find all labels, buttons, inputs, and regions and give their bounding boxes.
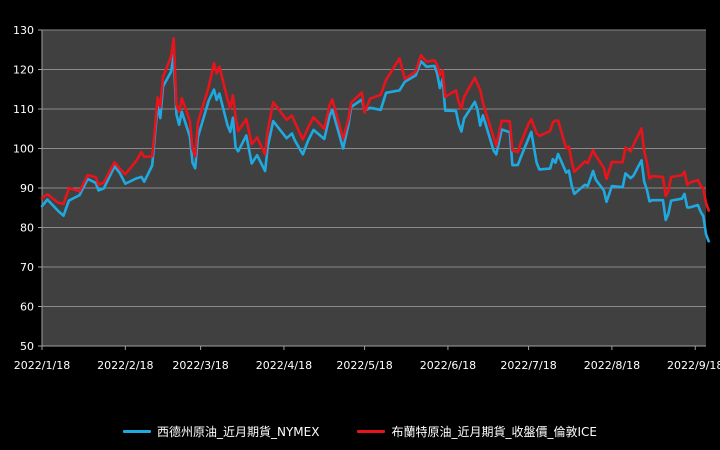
x-tick-label: 2022/8/18: [584, 359, 640, 372]
y-tick-label: 100: [13, 143, 34, 156]
legend-swatch-wti: [123, 429, 151, 433]
legend-swatch-brent: [357, 429, 386, 433]
x-tick-label: 2022/6/18: [420, 359, 476, 372]
series-line-brent: [40, 37, 710, 212]
y-tick-label: 110: [13, 103, 34, 116]
y-tick-label: 60: [20, 301, 34, 314]
y-tick-label: 70: [20, 261, 34, 274]
x-axis: 2022/1/18 2022/2/18 2022/3/18 2022/4/18 2022…: [14, 345, 720, 372]
x-tick-label: 2022/3/18: [172, 359, 228, 372]
x-tick-label: 2022/2/18: [97, 359, 153, 372]
legend-label-wti: 西德州原油_近月期貨_NYMEX: [157, 424, 320, 439]
legend-item-wti: 西德州原油_近月期貨_NYMEX: [123, 423, 319, 440]
series-line-wti: [40, 53, 710, 243]
y-tick-label: 50: [20, 340, 34, 353]
y-tick-label: 120: [13, 64, 34, 77]
y-tick-label: 80: [20, 222, 34, 235]
x-tick-label: 2022/1/18: [14, 359, 70, 372]
y-axis: 50 60 70 80 90 100 110 120 130: [13, 24, 43, 353]
legend-item-brent: 布蘭特原油_近月期貨_收盤價_倫敦ICE: [357, 423, 597, 440]
chart-legend: 西德州原油_近月期貨_NYMEX 布蘭特原油_近月期貨_收盤價_倫敦ICE: [0, 420, 720, 442]
x-tick-label: 2022/7/18: [500, 359, 556, 372]
x-tick-label: 2022/5/18: [336, 359, 392, 372]
y-tick-label: 90: [20, 182, 34, 195]
legend-label-brent: 布蘭特原油_近月期貨_收盤價_倫敦ICE: [391, 424, 597, 439]
x-tick-label: 2022/9/18: [667, 359, 720, 372]
y-tick-label: 130: [13, 24, 34, 37]
series-lines: [40, 37, 710, 243]
x-tick-label: 2022/4/18: [256, 359, 312, 372]
